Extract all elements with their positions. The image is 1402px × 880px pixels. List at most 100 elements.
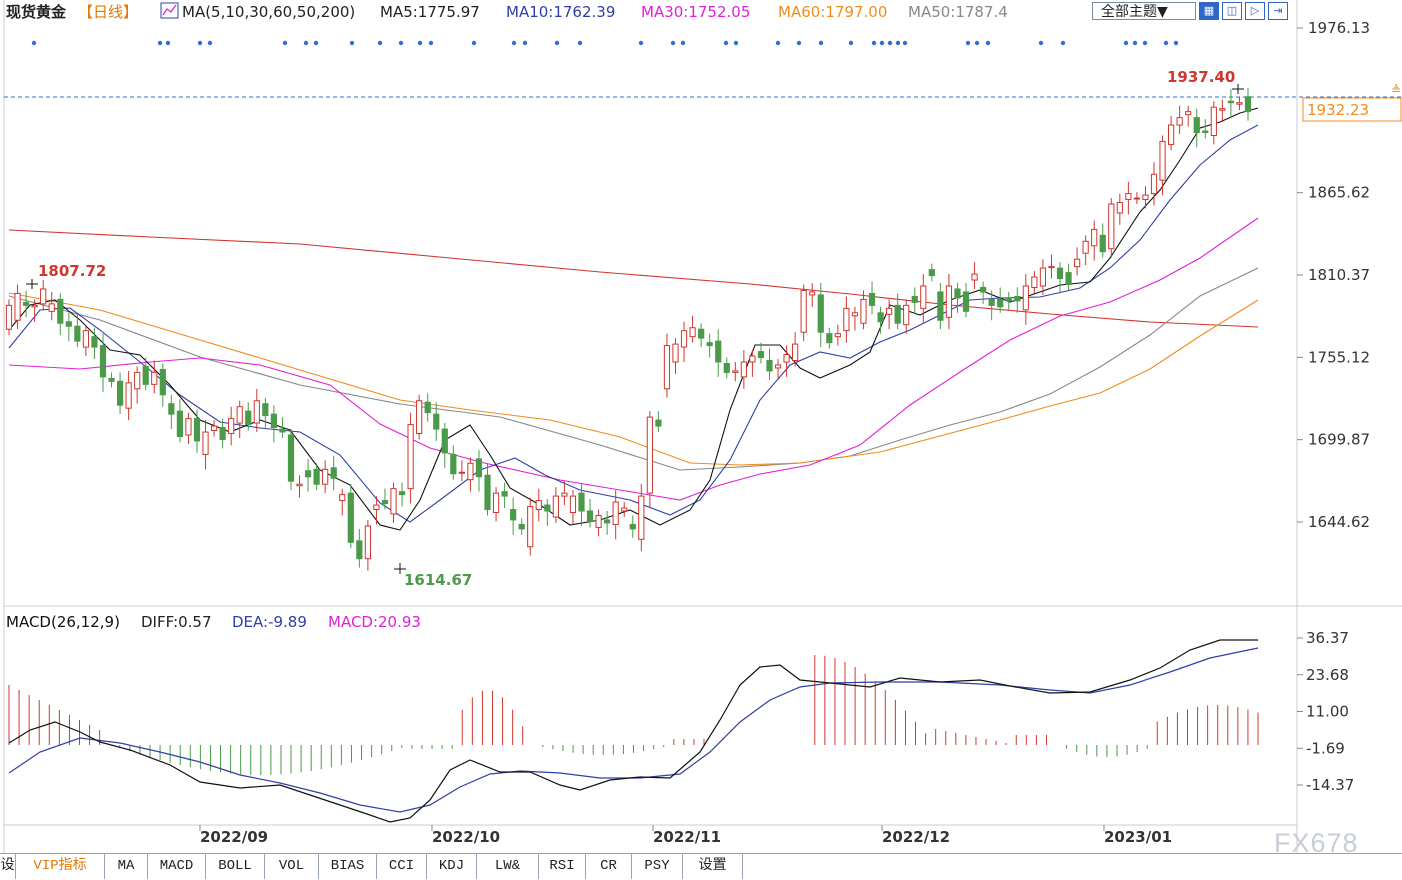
- candle: [14, 284, 21, 330]
- signal-dots: [31, 40, 1179, 46]
- tab-2[interactable]: MA: [105, 854, 148, 879]
- candle: [920, 274, 927, 324]
- signal-dot: [282, 40, 288, 46]
- signal-dot: [303, 40, 309, 46]
- ma-values: MA5:1775.97 MA10:1762.39 MA30:1752.05 MA60:…: [380, 3, 1008, 21]
- current-price-label: 1932.23: [1302, 97, 1402, 122]
- candle: [475, 449, 483, 492]
- signal-dot: [31, 40, 37, 46]
- candle: [886, 299, 893, 330]
- signal-dot: [511, 40, 517, 46]
- candle: [168, 394, 175, 430]
- dea-line: [8, 647, 1259, 813]
- candle: [40, 280, 47, 310]
- candle: [569, 490, 577, 525]
- candle: [911, 287, 918, 315]
- candle: [441, 423, 448, 468]
- candle: [416, 394, 423, 440]
- tab-5[interactable]: VOL: [265, 854, 319, 879]
- candle: [245, 402, 252, 431]
- signal-dot: [428, 40, 434, 46]
- candle: [322, 460, 329, 494]
- candle: [142, 357, 149, 391]
- candle: [672, 338, 679, 374]
- split-icon[interactable]: ◫: [1222, 2, 1242, 20]
- candle: [954, 283, 961, 313]
- candle: [176, 399, 183, 443]
- ma-value-4: MA50:1787.4: [908, 3, 1008, 21]
- theme-dropdown[interactable]: 全部主题▼: [1092, 2, 1196, 20]
- tab-6[interactable]: BIAS: [319, 854, 377, 879]
- candle: [1091, 220, 1098, 261]
- candle: [877, 306, 884, 334]
- signal-dot: [887, 40, 893, 46]
- candle: [1065, 263, 1072, 291]
- candle: [980, 281, 987, 304]
- tab-12[interactable]: PSY: [632, 854, 683, 879]
- candle: [646, 411, 653, 509]
- price-tick-label: 1755.12: [1308, 348, 1370, 366]
- signal-dot: [871, 40, 877, 46]
- ma-value-2: MA30:1752.05: [641, 3, 750, 21]
- candle: [834, 324, 841, 346]
- price-axis: 1976.13 1865.62 1810.37 1755.12 1699.87 1644.…: [1297, 19, 1370, 531]
- candle: [1048, 254, 1055, 279]
- candle: [74, 314, 81, 348]
- tab-11[interactable]: CR: [586, 854, 632, 879]
- candle: [202, 420, 209, 470]
- candle: [629, 515, 636, 538]
- tab-10[interactable]: RSI: [539, 854, 586, 879]
- ma30-line: [8, 217, 1259, 501]
- candle: [894, 293, 901, 330]
- tab-8[interactable]: KDJ: [427, 854, 477, 879]
- tab-13[interactable]: 设置: [683, 854, 743, 879]
- candle: [1031, 271, 1038, 294]
- candle: [151, 360, 158, 394]
- tab-3[interactable]: MACD: [148, 854, 206, 879]
- candle: [1167, 116, 1175, 151]
- candle: [1185, 105, 1192, 127]
- candle: [1014, 287, 1021, 313]
- candle: [680, 321, 688, 362]
- time-tick-label: 2022/09: [200, 828, 268, 846]
- signal-dot: [848, 40, 854, 46]
- tab-7[interactable]: CCI: [377, 854, 427, 879]
- signal-dot: [207, 40, 213, 46]
- candle: [527, 497, 534, 556]
- signal-dot: [818, 40, 824, 46]
- candle: [937, 283, 944, 330]
- signal-dot: [398, 40, 404, 46]
- candle: [381, 488, 389, 510]
- signal-dot: [522, 40, 528, 46]
- candle: [304, 458, 312, 492]
- candle: [783, 345, 790, 377]
- tab-0[interactable]: 设: [0, 854, 16, 879]
- candle: [928, 263, 935, 282]
- grid-icon[interactable]: ▦: [1199, 2, 1219, 20]
- high-price-label: 1937.40: [1167, 68, 1235, 86]
- candle: [689, 315, 696, 343]
- tab-4[interactable]: BOLL: [206, 854, 265, 879]
- tab-1[interactable]: VIP指标: [16, 854, 105, 879]
- candle: [1210, 101, 1217, 145]
- candle: [1108, 198, 1115, 258]
- candle: [347, 484, 354, 549]
- candle: [270, 405, 277, 443]
- candle: [398, 482, 406, 507]
- candle: [663, 333, 671, 398]
- signal-dot: [638, 40, 644, 46]
- signal-dot: [417, 40, 423, 46]
- candle: [544, 499, 551, 526]
- candle: [22, 290, 30, 318]
- candle: [1227, 89, 1235, 118]
- expand-icon[interactable]: ⇥: [1268, 2, 1288, 20]
- macd-tick-label: 23.68: [1306, 666, 1349, 684]
- candle: [159, 363, 166, 407]
- candle: [868, 281, 876, 315]
- play-icon[interactable]: ▷: [1245, 2, 1265, 20]
- tab-9[interactable]: LW&: [477, 854, 539, 879]
- alert-marker-icon: ≜: [1391, 83, 1401, 97]
- candle: [356, 528, 363, 568]
- signal-dot: [723, 40, 729, 46]
